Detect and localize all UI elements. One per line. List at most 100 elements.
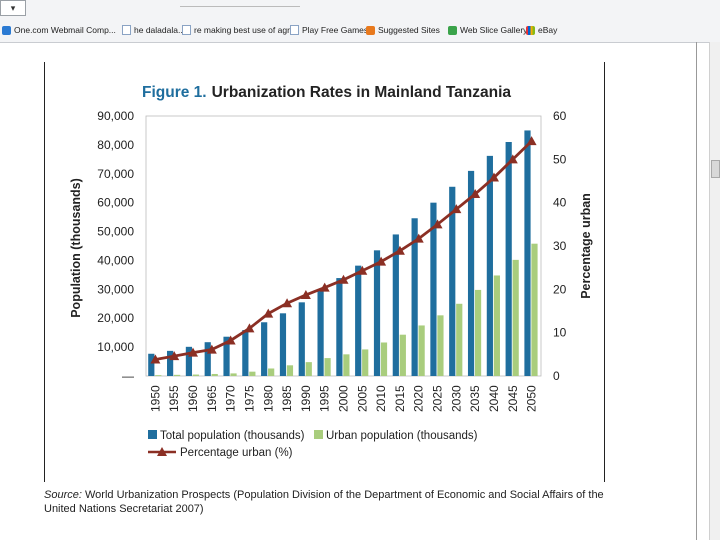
x-tick-label: 1960 xyxy=(186,385,200,412)
total-population-bar xyxy=(486,155,493,376)
x-tick-label: 2050 xyxy=(525,385,539,412)
favorite-link[interactable]: Web Slice Gallery xyxy=(448,22,527,38)
total-population-bar xyxy=(505,142,512,376)
y2-tick-label: 0 xyxy=(553,369,560,383)
x-tick-label: 2000 xyxy=(337,385,351,412)
source-text: World Urbanization Prospects (Population… xyxy=(44,489,604,515)
x-tick-label: 2020 xyxy=(412,385,426,412)
x-tick-label: 1970 xyxy=(224,385,238,412)
total-population-bar xyxy=(223,336,230,376)
y2-tick-label: 50 xyxy=(553,152,567,166)
page-icon xyxy=(182,25,191,35)
slide-border-right xyxy=(604,62,605,482)
source-label: Source: xyxy=(44,489,82,501)
favorite-link[interactable]: Suggested Sites xyxy=(366,22,440,38)
urban-population-bar xyxy=(230,373,237,376)
total-population-bars xyxy=(148,130,531,376)
x-tick-label: 2015 xyxy=(393,385,407,412)
total-population-bar xyxy=(411,218,418,376)
total-population-bar xyxy=(298,302,305,376)
urban-population-bar xyxy=(211,373,218,376)
urban-population-bar xyxy=(437,315,444,376)
x-tick-label: 1980 xyxy=(261,385,275,412)
page-icon xyxy=(122,25,131,35)
favorite-link[interactable]: eBay xyxy=(526,22,557,38)
page-icon xyxy=(290,25,299,35)
y-tick-label: 70,000 xyxy=(97,167,134,181)
total-population-bar xyxy=(148,353,155,376)
total-population-bar xyxy=(261,322,268,376)
chart-title-text: Urbanization Rates in Mainland Tanzania xyxy=(212,84,512,101)
legend-label-percentage: Percentage urban (%) xyxy=(180,447,293,459)
x-tick-label: 2040 xyxy=(487,385,501,412)
right-axis-ticks: 0 10 20 30 40 50 60 xyxy=(553,109,567,383)
percentage-urban-marker xyxy=(507,154,518,164)
x-tick-label: 2035 xyxy=(468,385,482,412)
total-population-bar xyxy=(392,234,399,376)
total-population-bar xyxy=(279,313,287,376)
y-tick-label: 40,000 xyxy=(97,253,134,267)
percentage-urban-marker xyxy=(263,308,274,318)
total-population-bar xyxy=(373,250,381,376)
urban-population-bar xyxy=(380,342,388,376)
percentage-urban-marker xyxy=(300,289,311,299)
percentage-urban-marker xyxy=(244,323,255,333)
y-tick-label: 20,000 xyxy=(97,311,134,325)
total-population-bar xyxy=(167,350,174,376)
x-tick-label: 1985 xyxy=(280,385,294,412)
favorite-link[interactable]: One.com Webmail Comp... xyxy=(2,22,116,38)
percentage-urban-marker xyxy=(488,172,499,182)
favorite-link[interactable]: Play Free Games xyxy=(290,22,368,38)
total-population-bar xyxy=(204,342,211,376)
total-population-bar xyxy=(524,130,531,376)
chart-title-prefix: Figure 1. xyxy=(142,84,207,101)
y-tick-label: 50,000 xyxy=(97,225,134,239)
percentage-urban-marker xyxy=(357,265,368,275)
percentage-urban-marker xyxy=(188,347,199,357)
x-tick-label: 1995 xyxy=(318,385,332,412)
plot-area xyxy=(145,115,542,377)
percentage-urban-marker xyxy=(338,274,349,284)
urban-population-bar xyxy=(531,243,538,376)
y2-tick-label: 10 xyxy=(553,326,567,340)
total-population-bar xyxy=(430,202,437,376)
urban-population-bar xyxy=(456,303,463,376)
urban-population-bar xyxy=(268,368,275,376)
total-population-bar xyxy=(355,265,362,376)
urban-population-bar xyxy=(399,334,406,376)
x-tick-label: 2025 xyxy=(431,385,445,412)
favorite-link[interactable]: re making best use of agri... xyxy=(182,22,299,38)
x-tick-label: 2010 xyxy=(374,385,388,412)
total-population-bar xyxy=(467,170,475,376)
urban-population-bar xyxy=(174,374,181,376)
chart-source-note: Source: World Urbanization Prospects (Po… xyxy=(44,488,634,516)
y-tick-label: 60,000 xyxy=(97,196,134,210)
x-tick-label: 2005 xyxy=(355,385,369,412)
x-tick-label: 2030 xyxy=(449,385,463,412)
left-axis-ticks: — 10,000 20,000 30,000 40,000 50,000 60,000 70,… xyxy=(97,109,134,383)
y-tick-label: 30,000 xyxy=(97,282,134,296)
toolbar-divider xyxy=(180,0,300,7)
slide-border-left xyxy=(44,62,45,482)
y2-tick-label: 60 xyxy=(553,109,567,123)
urban-population-bar xyxy=(155,375,162,376)
ie-icon xyxy=(2,25,11,35)
y-tick-label: — xyxy=(122,369,134,383)
y-tick-label: 90,000 xyxy=(97,109,134,123)
urban-population-bar xyxy=(493,275,500,376)
x-tick-label: 1965 xyxy=(205,385,219,412)
view-dropdown-button[interactable]: ▾ xyxy=(0,0,26,16)
window-divider xyxy=(696,42,697,540)
percentage-urban-marker xyxy=(225,335,236,345)
percentage-urban-marker xyxy=(451,204,462,214)
legend-swatch-total xyxy=(148,430,157,439)
percentage-urban-marker xyxy=(282,298,293,308)
urban-population-bar xyxy=(286,365,294,376)
legend: Total population (thousands) Urban popul… xyxy=(148,430,478,459)
y-tick-label: 10,000 xyxy=(97,340,134,354)
urban-population-bar xyxy=(324,358,331,376)
suggested-sites-icon xyxy=(366,25,375,35)
legend-label-urban: Urban population (thousands) xyxy=(326,430,478,442)
favorite-link[interactable]: he daladala... xyxy=(122,22,185,38)
